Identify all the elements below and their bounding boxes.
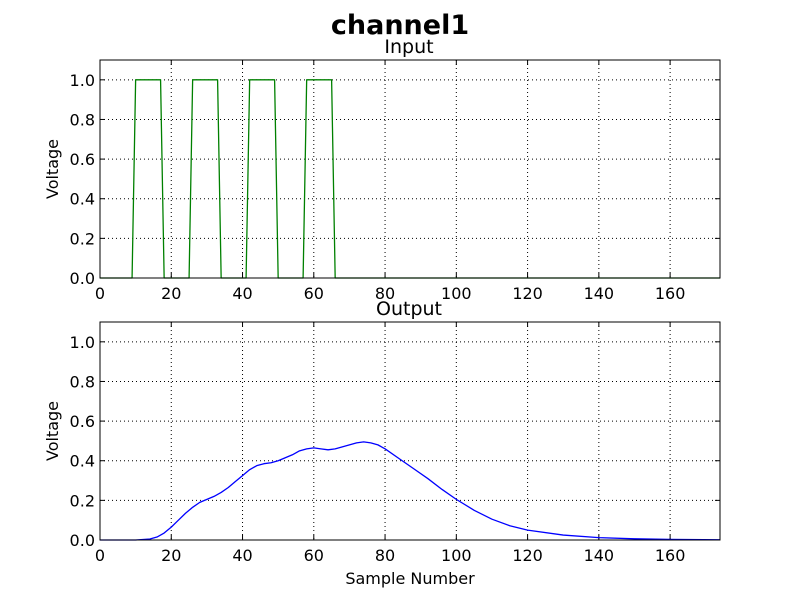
output-ytick-label: 0.8 [70,372,95,391]
input-axes-frame [99,59,721,279]
input-xtick-label: 120 [512,284,543,303]
input-ytick-label: 0.6 [70,150,95,169]
output-ytick-label: 1.0 [70,333,95,352]
input-ytick-label: 0.4 [70,190,95,209]
output-ylabel: Voltage [43,401,62,461]
input-xtick-label: 140 [584,284,615,303]
output-subplot: Output Voltage Sample Number 0 20 40 60 80 10… [43,298,721,588]
input-xtick-label: 40 [232,284,252,303]
input-ytick-label: 0.0 [70,269,95,288]
input-subplot-title: Input [384,36,433,58]
output-ytick-label: 0.0 [70,531,95,550]
input-xtick-label: 60 [304,284,324,303]
input-ytick-label: 1.0 [70,71,95,90]
output-xtick-label: 160 [655,546,686,565]
input-xtick-label: 100 [441,284,472,303]
input-xtick-label: 80 [375,284,395,303]
output-xlabel: Sample Number [345,569,475,588]
input-ytick-label: 0.8 [70,110,95,129]
output-ytick-label: 0.4 [70,452,95,471]
output-xtick-label: 40 [232,546,252,565]
output-xtick-label: 20 [161,546,181,565]
output-series-line [100,441,721,541]
output-xtick-label: 140 [584,546,615,565]
output-xtick-label: 60 [304,546,324,565]
output-xtick-label: 100 [441,546,472,565]
output-ytick-label: 0.2 [70,491,95,510]
input-ylabel: Voltage [43,139,62,199]
output-axes-frame [99,321,721,541]
output-ytick-label: 0.6 [70,412,95,431]
input-xtick-label: 20 [161,284,181,303]
input-ytick-label: 0.2 [70,229,95,248]
input-xtick-label: 0 [95,284,105,303]
output-subplot-title: Output [376,298,442,320]
figure-title: channel1 [331,10,469,41]
input-xtick-label: 160 [655,284,686,303]
output-xtick-label: 0 [95,546,105,565]
output-xtick-label: 80 [375,546,395,565]
output-xtick-label: 120 [512,546,543,565]
input-subplot: Input Voltage 0 20 40 60 80 100 120 140 160 0.0 0.… [43,36,721,303]
